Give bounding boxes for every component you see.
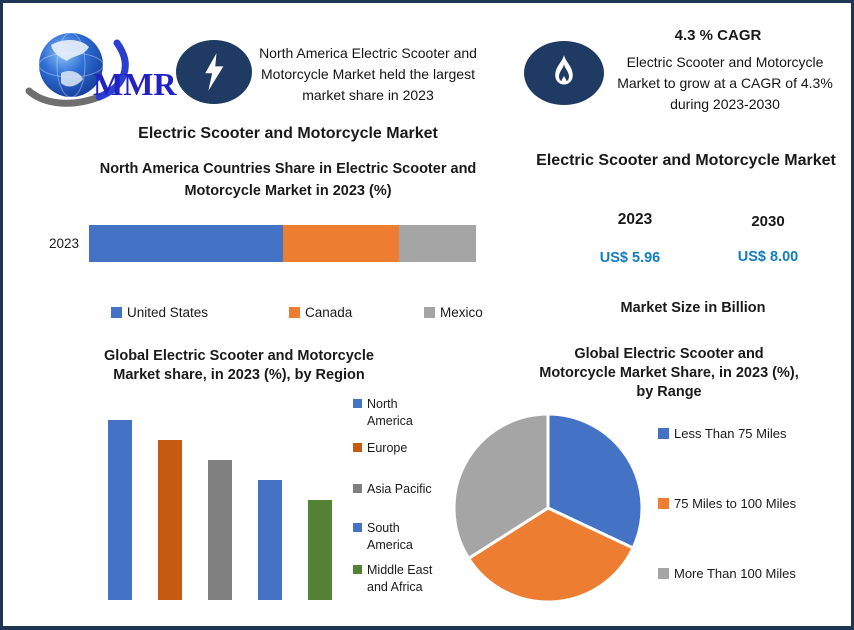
- region-bar-middle-east-and-africa: [308, 500, 332, 600]
- stacked-chart-title: North America Countries Share in Electri…: [99, 161, 477, 199]
- south-america-swatch: [353, 523, 362, 532]
- flame-icon: [555, 54, 573, 85]
- stacked-chart-category-label: 2023: [48, 236, 79, 251]
- range-pie-chart: [451, 411, 645, 605]
- region-bar-europe: [158, 440, 182, 600]
- stacked-segment-united-states: [89, 225, 283, 262]
- more-100-swatch: [658, 568, 669, 579]
- region-legend-item-europe: Europe: [353, 440, 407, 457]
- range-pie-svg: [452, 412, 644, 604]
- stacked-legend-item-united-states: United States: [111, 305, 208, 321]
- pie-slice-more-than-100-miles: [452, 412, 550, 561]
- mexico-label: Mexico: [440, 305, 483, 320]
- market-value-2030: US$ 8.00: [737, 249, 799, 265]
- year-2023-label: 2023: [617, 211, 653, 228]
- region-legend-item-middle-east-africa: Middle East and Africa: [353, 562, 437, 596]
- stacked-segment-canada: [282, 225, 399, 262]
- europe-label: Europe: [367, 441, 408, 455]
- pie-slice-less-than-75-miles: [546, 412, 644, 551]
- region-chart-title: Global Electric Scooter and Motorcycle M…: [104, 348, 374, 383]
- range-legend-item-less-75: Less Than 75 Miles: [658, 426, 787, 442]
- middle-east-africa-swatch: [353, 565, 362, 574]
- range-legend-item-75-100: 75 Miles to 100 Miles: [658, 496, 796, 512]
- region-legend-item-south-america: South America: [353, 520, 437, 554]
- stacked-segment-mexico: [398, 225, 476, 262]
- more-100-label: More Than 100 Miles: [674, 566, 796, 581]
- 75-100-swatch: [658, 498, 669, 509]
- canada-label: Canada: [305, 305, 353, 320]
- cagr-heading: 4.3 % CAGR: [674, 27, 762, 44]
- pie-slice-75-miles-to-100-miles: [466, 506, 636, 604]
- globe-logo: MMR: [25, 32, 177, 107]
- canada-swatch: [289, 307, 300, 318]
- stacked-bar: [89, 225, 476, 262]
- badge-right-text: Electric Scooter and Motorcycle Market t…: [617, 54, 833, 112]
- region-bar-south-america: [258, 480, 282, 600]
- united-states-label: United States: [127, 305, 209, 320]
- stacked-legend-item-canada: Canada: [289, 305, 352, 321]
- united-states-swatch: [111, 307, 122, 318]
- market-size-caption: Market Size in Billion: [620, 300, 766, 316]
- south-america-label: South America: [367, 521, 413, 552]
- north-america-label: North America: [367, 397, 413, 428]
- europe-swatch: [353, 443, 362, 452]
- region-bar-asia-pacific: [208, 460, 232, 600]
- market-value-2023: US$ 5.96: [599, 250, 661, 266]
- mexico-swatch: [424, 307, 435, 318]
- region-legend-item-north-america: North America: [353, 396, 437, 430]
- less-75-swatch: [658, 428, 669, 439]
- asia-pacific-swatch: [353, 484, 362, 493]
- right-panel-title: Electric Scooter and Motorcycle Market: [536, 152, 836, 169]
- middle-east-africa-label: Middle East and Africa: [367, 563, 433, 594]
- range-chart-title: Global Electric Scooter and Motorcycle M…: [539, 346, 799, 400]
- left-panel-title: Electric Scooter and Motorcycle Market: [138, 125, 438, 142]
- region-bar-north-america: [108, 420, 132, 600]
- asia-pacific-label: Asia Pacific: [367, 482, 432, 496]
- region-legend-item-asia-pacific: Asia Pacific: [353, 481, 432, 498]
- region-bar-chart: [108, 420, 332, 600]
- lightning-icon: [205, 53, 224, 91]
- range-legend-item-more-100: More Than 100 Miles: [658, 566, 796, 582]
- flame-badge: [524, 41, 604, 105]
- badge-left-text: North America Electric Scooter and Motor…: [259, 45, 477, 103]
- logo-text: MMR: [93, 66, 177, 102]
- 75-100-label: 75 Miles to 100 Miles: [674, 496, 797, 511]
- lightning-badge: [176, 40, 252, 104]
- stacked-legend-item-mexico: Mexico: [424, 305, 483, 321]
- year-2030-label: 2030: [751, 213, 785, 230]
- less-75-label: Less Than 75 Miles: [674, 426, 787, 441]
- north-america-swatch: [353, 399, 362, 408]
- mmr-logo: MMR: [21, 27, 186, 111]
